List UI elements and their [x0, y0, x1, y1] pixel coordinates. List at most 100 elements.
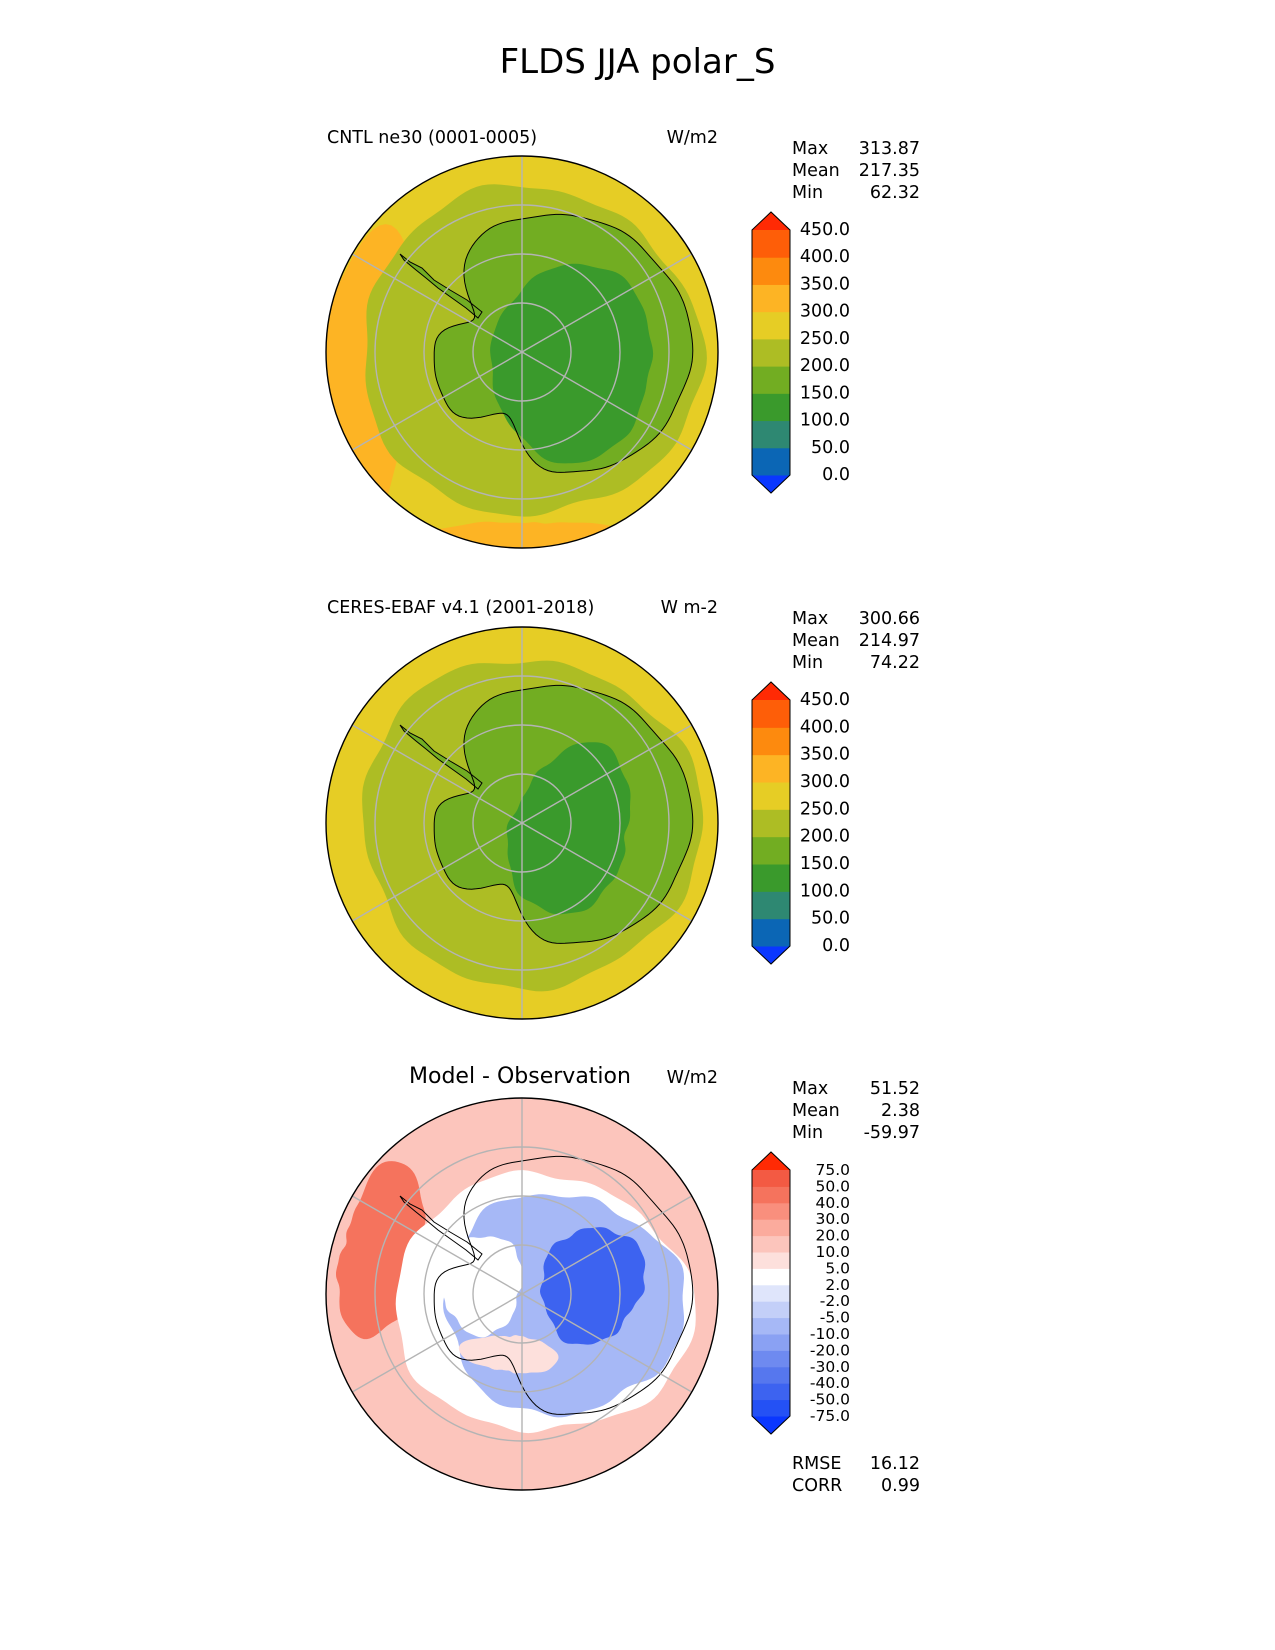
colorbar-tick-label: 300.0: [800, 772, 850, 792]
panel-title: CNTL ne30 (0001-0005): [327, 128, 538, 148]
stat-max: Max 51.52: [792, 1079, 920, 1099]
colorbar-tick-label: 100.0: [800, 411, 850, 431]
meridian-line: [521, 822, 693, 922]
colorbar-segment: [752, 836, 790, 865]
meridian-line: [351, 351, 523, 451]
colorbar-extend-min: [752, 475, 790, 493]
coastline: [433, 213, 694, 473]
stat-max: Max 313.87: [792, 139, 920, 159]
colorbar-extend-max: [752, 212, 790, 230]
map-border: [325, 155, 719, 549]
colorbar-tick-label: 20.0: [815, 1227, 850, 1245]
colorbar-segment: [752, 1399, 790, 1417]
coastline: [433, 684, 694, 944]
meridian-line: [521, 351, 693, 451]
colorbar-extend-max: [752, 682, 790, 700]
colorbar-tick-label: 350.0: [800, 274, 850, 294]
colorbar-segment: [752, 1170, 790, 1187]
colorbar-segment: [752, 1350, 790, 1368]
colorbar-outline: [751, 1151, 791, 1435]
stat-max: Max 300.66: [792, 609, 920, 629]
colorbar-tick-label: -40.0: [810, 1374, 850, 1392]
colorbar-tick-label: 2.0: [825, 1276, 850, 1294]
colorbar-segment: [752, 782, 790, 810]
colorbar-segment: [752, 1366, 790, 1384]
colorbar-tick-label: 50.0: [815, 1177, 850, 1195]
colorbar: -75.0-50.0-40.0-30.0-20.0-10.0-5.0-2.02.…: [751, 1151, 850, 1435]
colorbar-tick-label: 10.0: [815, 1243, 850, 1261]
stat-rmse: RMSE 16.12: [792, 1454, 920, 1474]
colorbar-tick-label: 400.0: [800, 247, 850, 267]
colorbar-tick-label: 75.0: [815, 1161, 850, 1179]
zone-peninsula: [400, 254, 482, 318]
polar-map: [325, 626, 719, 1020]
colorbar-tick-label: -2.0: [820, 1292, 850, 1310]
colorbar: 0.0 50.0 100.0 150.0 200.0 250.0 300.0 350.0 400…: [751, 681, 850, 965]
colorbar-tick-label: 250.0: [800, 799, 850, 819]
colorbar-tick-label: 200.0: [800, 356, 850, 376]
colorbar-extend-min: [752, 946, 790, 964]
colorbar-segment: [752, 284, 790, 313]
stats-box: Max 51.52 Mean 2.38 Min -59.97: [792, 1078, 920, 1144]
colorbar-segment: [752, 1252, 790, 1269]
colorbar: 0.0 50.0 100.0 150.0 200.0 250.0 300.0 350.0 400…: [751, 211, 850, 494]
colorbar-tick-label: 0.0: [822, 465, 850, 485]
colorbar-tick-label: 450.0: [800, 690, 850, 710]
stat-corr: CORR 0.99: [792, 1476, 920, 1496]
zone-weak-positive: [458, 1335, 559, 1374]
meridian-line: [521, 1195, 693, 1295]
colorbar-segment: [752, 311, 790, 340]
colorbar-segment: [752, 1301, 790, 1319]
colorbar-tick-label: 150.0: [800, 383, 850, 403]
colorbar-tick-label: -5.0: [820, 1309, 850, 1327]
colorbar-tick-label: -20.0: [810, 1341, 850, 1359]
meridian-line: [521, 724, 693, 824]
colorbar-segment: [752, 1235, 790, 1253]
map-border: [325, 1097, 719, 1491]
colorbar-tick-label: 5.0: [825, 1259, 850, 1277]
stat-min: Min 62.32: [792, 183, 920, 203]
colorbar-tick-label: -10.0: [810, 1325, 850, 1343]
colorbar-tick-label: 200.0: [800, 827, 850, 847]
colorbar-tick-label: 150.0: [800, 854, 850, 874]
colorbar-segment: [752, 1268, 790, 1286]
colorbar-segment: [752, 366, 790, 394]
panel-cntl: CNTL ne30 (0001-0005) W/m2 Max 313.87 Mea…: [0, 0, 1275, 480]
coastline: [433, 1155, 694, 1415]
panel-diff: Model - Observation W/m2 Max 51.52 Mean 2.…: [0, 0, 1275, 1496]
polar-map: [325, 155, 719, 549]
coastline-peninsula: [399, 724, 483, 790]
colorbar-segment: [752, 1202, 790, 1220]
colorbar-segment: [752, 257, 790, 285]
colorbar-segment: [752, 1186, 790, 1204]
stat-mean: Mean 214.97: [792, 631, 920, 651]
error-stats-box: RMSE 16.12 CORR 0.99: [792, 1453, 920, 1497]
colorbar-segment: [752, 891, 790, 920]
colorbar-tick-label: -50.0: [810, 1391, 850, 1409]
stat-mean: Mean 217.35: [792, 161, 920, 181]
colorbar-outline: [751, 211, 791, 494]
colorbar-segment: [752, 809, 790, 838]
panel-title: Model - Observation: [409, 1064, 631, 1089]
colorbar-tick-label: 30.0: [815, 1210, 850, 1228]
colorbar-segment: [752, 230, 790, 258]
meridian-line: [351, 1195, 523, 1295]
units-label: W/m2: [666, 1068, 718, 1088]
colorbar-tick-label: 100.0: [800, 881, 850, 901]
colorbar-segment: [752, 727, 790, 756]
stat-min: Min 74.22: [792, 653, 920, 673]
colorbar-tick-label: 300.0: [800, 302, 850, 322]
colorbar-tick-label: 40.0: [815, 1194, 850, 1212]
panel-ceres: CERES-EBAF v4.1 (2001-2018) W m-2 Max 300…: [0, 0, 1275, 673]
colorbar-segment: [752, 1317, 790, 1335]
stats-box: Max 300.66 Mean 214.97 Min 74.22: [792, 608, 920, 674]
coastline-peninsula: [399, 1195, 483, 1261]
colorbar-segment: [752, 393, 790, 422]
figure-title: FLDS JJA polar_S: [499, 42, 776, 82]
colorbar-tick-label: 450.0: [800, 220, 850, 240]
colorbar-tick-label: 250.0: [800, 329, 850, 349]
colorbar-tick-label: 350.0: [800, 745, 850, 765]
coastline-peninsula: [399, 253, 483, 319]
map-border: [325, 626, 719, 1020]
